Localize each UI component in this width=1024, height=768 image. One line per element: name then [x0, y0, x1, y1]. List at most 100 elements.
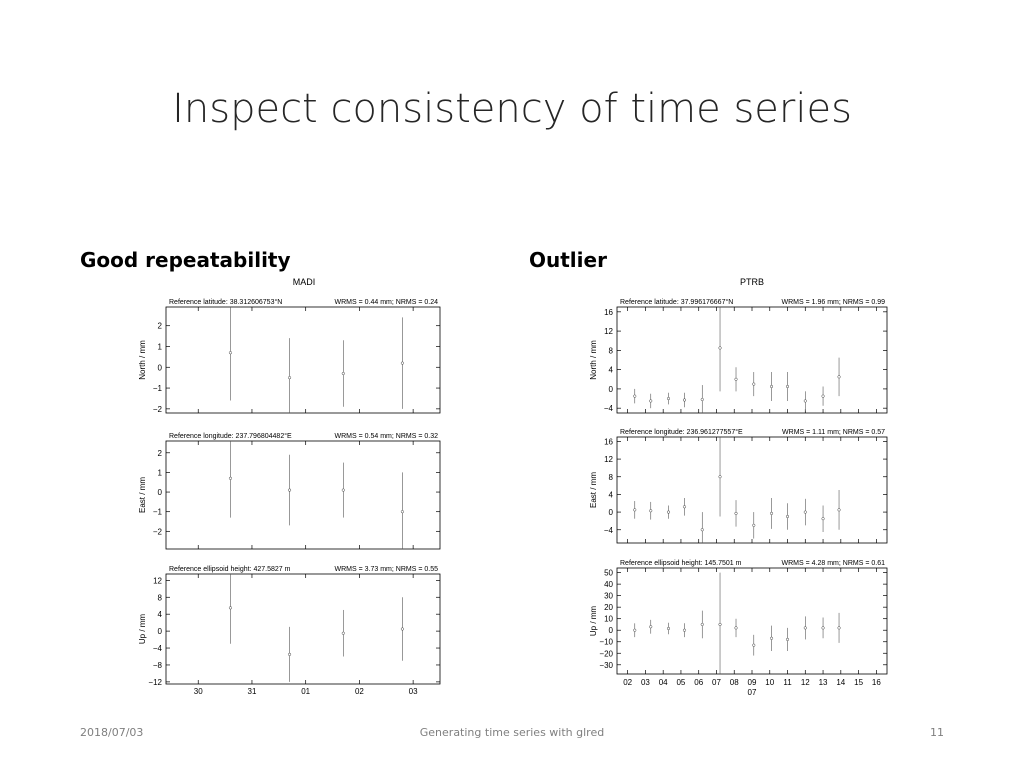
- y-tick-label: 4: [609, 366, 614, 375]
- y-axis-label: East / mm: [138, 477, 147, 513]
- data-point: [734, 377, 738, 381]
- data-point: [341, 631, 345, 635]
- y-axis-label: East / mm: [589, 472, 598, 508]
- data-point: [769, 511, 774, 515]
- x-tick-label: 06: [694, 678, 703, 687]
- x-tick-label: 08: [730, 678, 739, 687]
- data-point: [769, 384, 774, 389]
- x-tick-label: 14: [836, 678, 845, 687]
- y-tick-label: 16: [604, 437, 613, 446]
- plot-frame: [616, 306, 888, 414]
- stats-label: WRMS = 1.96 mm; NRMS = 0.99: [782, 299, 886, 306]
- y-axis-label: North / mm: [138, 340, 147, 380]
- data-point: [718, 346, 722, 350]
- data-point: [837, 508, 841, 512]
- data-point: [752, 523, 756, 527]
- y-axis-label: Up / mm: [138, 614, 147, 645]
- data-point: [769, 636, 774, 640]
- x-tick-label: 13: [819, 678, 828, 687]
- data-point: [228, 606, 233, 610]
- data-point: [633, 628, 637, 632]
- plot-frame: [165, 440, 441, 550]
- data-point: [803, 626, 807, 630]
- y-tick-label: −4: [153, 644, 163, 653]
- stats-label: WRMS = 0.44 mm; NRMS = 0.24: [335, 299, 439, 306]
- data-point: [803, 510, 807, 514]
- y-tick-label: 0: [609, 508, 614, 517]
- y-tick-label: 0: [609, 385, 614, 394]
- y-tick-label: 0: [609, 626, 614, 635]
- y-tick-label: −8: [153, 661, 163, 670]
- y-tick-label: 8: [609, 346, 614, 355]
- x-month-label: 07: [748, 688, 757, 697]
- data-point: [785, 514, 790, 519]
- footer-date: 2018/07/03: [80, 726, 144, 739]
- x-tick-label: 15: [854, 678, 863, 687]
- data-point: [666, 396, 671, 401]
- y-tick-label: 0: [158, 363, 163, 372]
- plot-frame: [165, 306, 441, 414]
- data-point: [752, 382, 756, 386]
- data-point: [400, 510, 404, 514]
- data-point: [734, 626, 738, 630]
- data-point: [821, 517, 825, 521]
- y-tick-label: 1: [158, 468, 163, 477]
- x-tick-label: 10: [765, 678, 774, 687]
- y-tick-label: 1: [158, 342, 163, 351]
- y-tick-label: 4: [158, 610, 163, 619]
- y-tick-label: −4: [604, 526, 614, 535]
- data-point: [666, 510, 671, 514]
- outlier-heading: Outlier: [529, 248, 607, 272]
- y-tick-label: 10: [604, 615, 613, 624]
- data-point: [700, 397, 704, 402]
- x-tick-label: 31: [248, 687, 257, 696]
- x-tick-label: 03: [409, 687, 418, 696]
- y-tick-label: −4: [604, 404, 614, 413]
- reference-label: Reference latitude: 37.996176667°N: [620, 298, 733, 306]
- x-tick-label: 04: [659, 678, 668, 687]
- data-point: [228, 476, 233, 480]
- x-tick-label: 05: [676, 678, 685, 687]
- y-tick-label: −2: [153, 527, 163, 536]
- y-tick-label: −20: [599, 649, 613, 658]
- data-point: [837, 626, 841, 630]
- y-tick-label: −10: [599, 638, 613, 647]
- y-tick-label: 20: [604, 603, 613, 612]
- data-point: [649, 625, 653, 629]
- data-point: [288, 488, 292, 492]
- data-point: [649, 509, 653, 513]
- data-point: [400, 627, 404, 631]
- data-point: [633, 394, 637, 398]
- data-point: [700, 622, 704, 627]
- data-point: [288, 376, 292, 380]
- page-number: 11: [930, 726, 944, 739]
- y-tick-label: 30: [604, 592, 613, 601]
- y-tick-label: 8: [609, 473, 614, 482]
- x-tick-label: 07: [712, 678, 721, 687]
- data-point: [734, 511, 738, 515]
- reference-label: Reference longitude: 237.796804482°E: [169, 432, 292, 440]
- y-tick-label: −1: [153, 384, 163, 393]
- y-tick-label: 40: [604, 580, 613, 589]
- x-tick-label: 03: [641, 678, 650, 687]
- data-point: [821, 626, 825, 630]
- data-point: [400, 361, 404, 365]
- data-point: [752, 643, 756, 647]
- data-point: [718, 475, 722, 479]
- y-tick-label: 4: [609, 490, 614, 499]
- y-tick-label: 12: [604, 327, 613, 336]
- slide-title: Inspect consistency of time series: [172, 86, 852, 132]
- y-tick-label: 16: [604, 308, 613, 317]
- stats-label: WRMS = 3.73 mm; NRMS = 0.55: [335, 566, 439, 573]
- y-tick-label: 2: [158, 449, 163, 458]
- y-tick-label: 2: [158, 322, 163, 331]
- stats-label: WRMS = 4.28 mm; NRMS = 0.61: [782, 560, 886, 567]
- data-point: [341, 371, 345, 376]
- x-tick-label: 02: [623, 678, 632, 687]
- x-tick-label: 02: [355, 687, 364, 696]
- data-point: [785, 637, 790, 641]
- chart-title: PTRB: [740, 277, 764, 287]
- reference-label: Reference latitude: 38.312606753°N: [169, 298, 282, 306]
- y-tick-label: 0: [158, 488, 163, 497]
- data-point: [228, 351, 233, 355]
